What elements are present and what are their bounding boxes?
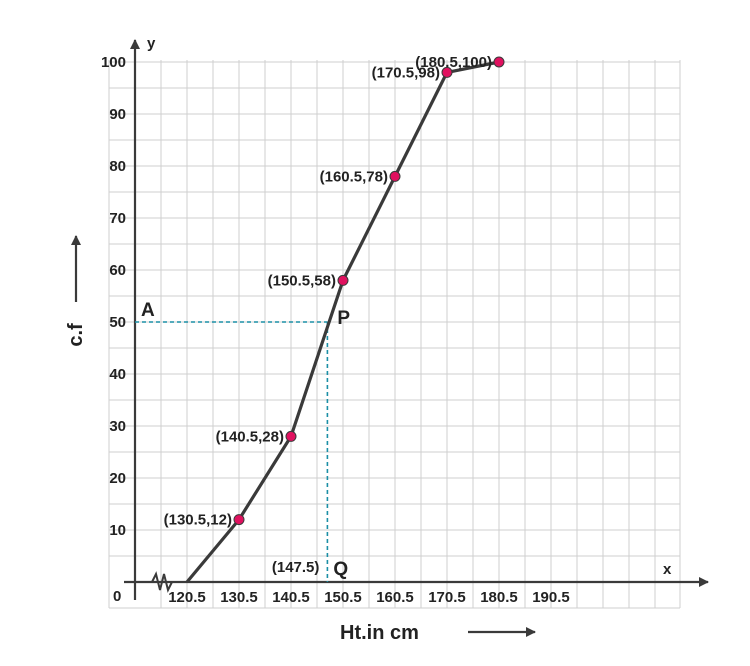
point-q-label: Q bbox=[333, 559, 348, 580]
y-tick-label: 90 bbox=[109, 106, 126, 123]
y-axis-title: c.f bbox=[65, 323, 87, 347]
x-tick-label: 180.5 bbox=[480, 589, 518, 606]
x-tick-labels: 120.5 130.5 140.5 150.5 160.5 170.5 180.5 190.5 bbox=[168, 589, 570, 606]
data-points: (130.5,12) (140.5,28) (150.5,58) (160.5,78)… bbox=[164, 54, 505, 529]
y-tick-label: 70 bbox=[109, 210, 126, 227]
y-tick-label: 20 bbox=[109, 470, 126, 487]
data-point-label: (160.5,78) bbox=[320, 168, 388, 185]
x-tick-label: 120.5 bbox=[168, 589, 206, 606]
x-tick-label: 170.5 bbox=[428, 589, 466, 606]
y-axis-letter: y bbox=[147, 35, 156, 52]
x-axis-title: Ht.in cm bbox=[340, 622, 419, 644]
data-point-label: (140.5,28) bbox=[216, 428, 284, 445]
y-tick-label: 40 bbox=[109, 366, 126, 383]
y-tick-label: 60 bbox=[109, 262, 126, 279]
data-point-label: (130.5,12) bbox=[164, 512, 232, 529]
origin-label: 0 bbox=[113, 588, 121, 605]
y-tick-label: 10 bbox=[109, 522, 126, 539]
y-tick-labels: 10 20 30 40 50 60 70 80 90 100 bbox=[101, 54, 126, 539]
data-point-marker bbox=[389, 170, 401, 182]
y-tick-label: 80 bbox=[109, 158, 126, 175]
data-point-marker bbox=[285, 430, 297, 442]
median-value-label: (147.5) bbox=[272, 559, 320, 576]
data-point-label: (170.5,98) bbox=[372, 64, 440, 81]
x-tick-label: 160.5 bbox=[376, 589, 414, 606]
x-tick-label: 130.5 bbox=[220, 589, 258, 606]
y-tick-label: 30 bbox=[109, 418, 126, 435]
data-point-label: (180.5,100) bbox=[415, 54, 492, 71]
point-p-label: P bbox=[337, 308, 350, 329]
grid bbox=[108, 60, 681, 609]
data-point-marker bbox=[493, 56, 505, 68]
data-point-label: (150.5,58) bbox=[268, 272, 336, 289]
x-axis-letter: x bbox=[663, 561, 672, 578]
x-tick-label: 150.5 bbox=[324, 589, 362, 606]
data-point-marker bbox=[441, 66, 453, 78]
y-tick-label: 100 bbox=[101, 54, 126, 71]
data-point-marker bbox=[337, 274, 349, 286]
point-a-label: A bbox=[141, 300, 155, 321]
x-tick-label: 190.5 bbox=[532, 589, 570, 606]
y-tick-label: 50 bbox=[109, 314, 126, 331]
data-point-marker bbox=[233, 514, 245, 526]
x-tick-label: 140.5 bbox=[272, 589, 310, 606]
axis-break-icon bbox=[151, 571, 173, 593]
